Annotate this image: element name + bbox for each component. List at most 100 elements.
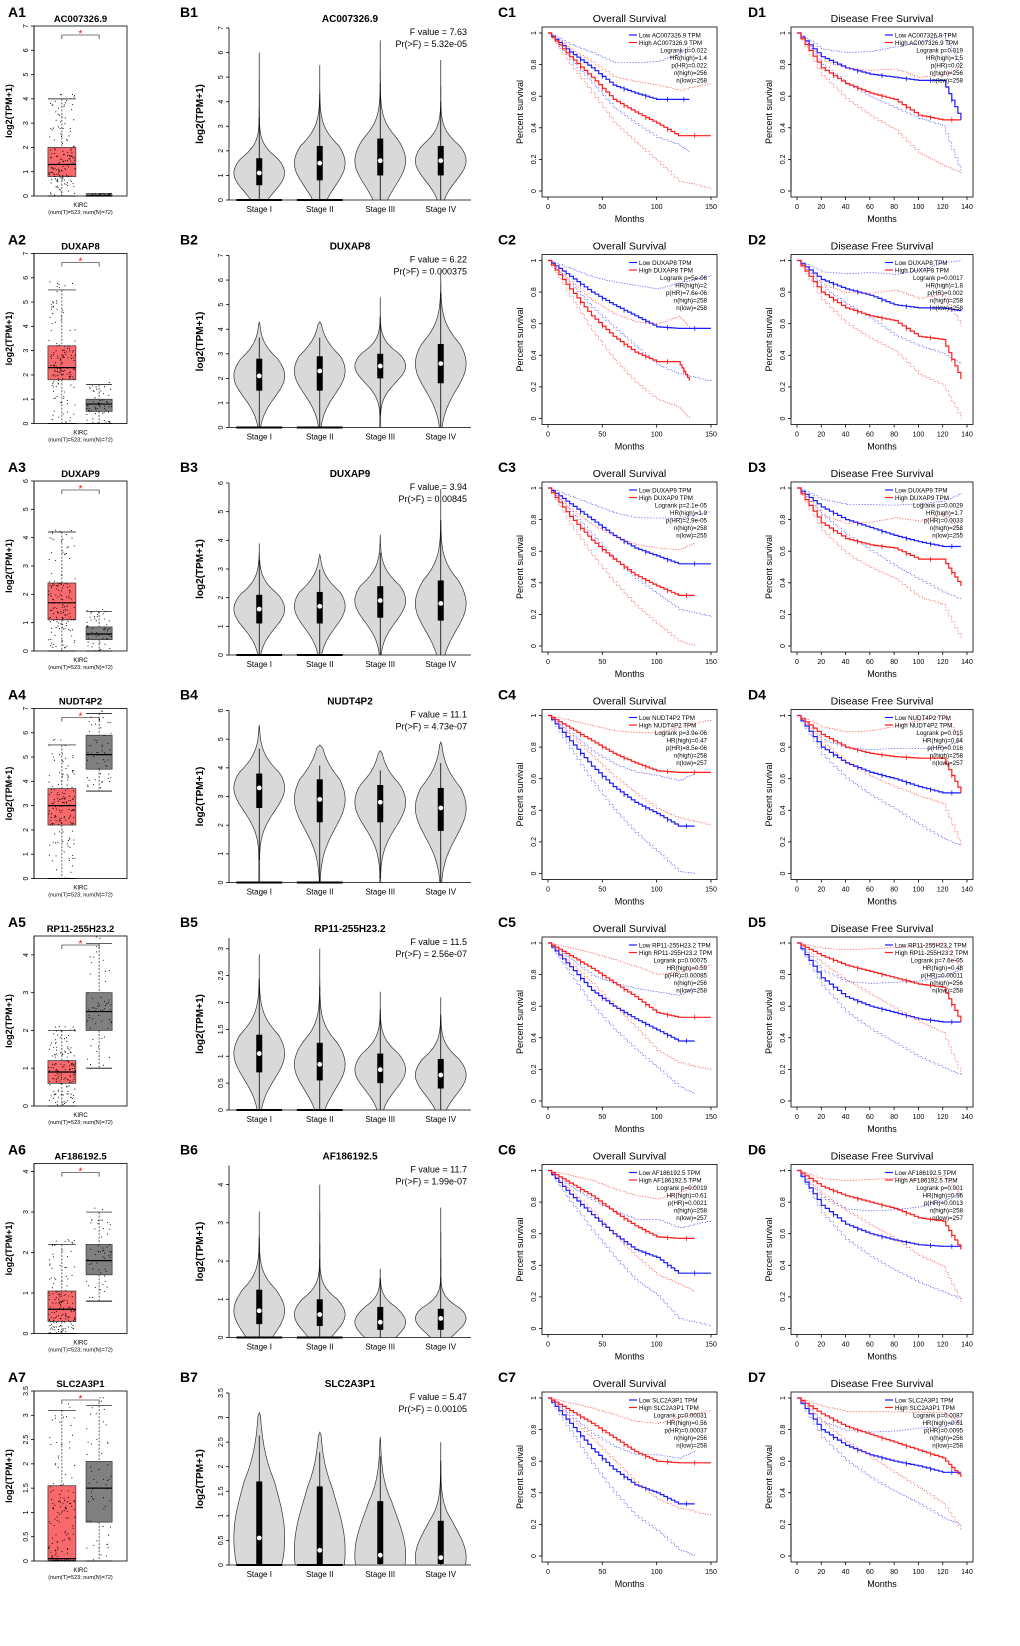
normal-point bbox=[99, 773, 102, 775]
os-x-tick-label: 150 bbox=[705, 204, 717, 211]
normal-point bbox=[92, 193, 94, 195]
os-stat-text: HR(high)=0.56 bbox=[667, 1420, 708, 1427]
tumor-point bbox=[49, 103, 52, 105]
tumor-point bbox=[64, 117, 66, 119]
tumor-point bbox=[50, 1327, 53, 1329]
tumor-point bbox=[70, 1064, 72, 1066]
tumor-point bbox=[52, 390, 55, 392]
tumor-point bbox=[62, 355, 64, 357]
tumor-point bbox=[59, 1307, 61, 1309]
tumor-point bbox=[50, 1486, 52, 1488]
panel-label: B4 bbox=[180, 687, 198, 703]
tumor-point bbox=[71, 1434, 74, 1436]
dfs-legend-label: High DUXAP8 TPM bbox=[895, 268, 949, 275]
tumor-point bbox=[69, 800, 71, 802]
tumor-point bbox=[52, 823, 54, 825]
tumor-point bbox=[70, 384, 72, 386]
tumor-point bbox=[73, 843, 75, 845]
box-y-tick-label: 2 bbox=[23, 1251, 30, 1255]
dfs-y-label: Percent survival bbox=[764, 80, 774, 144]
normal-point bbox=[91, 631, 93, 633]
tumor-point bbox=[58, 1560, 60, 1562]
tumor-point bbox=[67, 1302, 69, 1304]
tumor-point bbox=[71, 635, 73, 637]
normal-point bbox=[104, 193, 106, 195]
os-y-tick-label: 1 bbox=[531, 31, 538, 35]
tumor-point bbox=[55, 1534, 57, 1536]
os-stat-text: p(HR)=8.5e-06 bbox=[666, 745, 708, 752]
tumor-point bbox=[61, 159, 63, 161]
normal-point bbox=[89, 744, 91, 746]
tumor-point bbox=[69, 585, 71, 587]
violin-y-tick-label: 1.5 bbox=[218, 1486, 225, 1496]
normal-point bbox=[109, 1056, 111, 1059]
tumor-point bbox=[55, 321, 57, 323]
tumor-point bbox=[63, 1299, 65, 1301]
tumor-point bbox=[48, 1294, 50, 1296]
os-legend-label: Low DUXAP9 TPM bbox=[639, 488, 692, 495]
dfs-high-curve bbox=[797, 487, 962, 586]
tumor-point bbox=[68, 375, 70, 377]
tumor-point bbox=[68, 1049, 70, 1051]
dfs-high-ci-lower bbox=[797, 260, 962, 419]
panel-label: C6 bbox=[498, 1142, 516, 1158]
tumor-point bbox=[60, 590, 62, 592]
normal-point bbox=[87, 645, 89, 647]
tumor-point bbox=[49, 149, 51, 151]
normal-point bbox=[92, 784, 94, 786]
os-x-tick-label: 0 bbox=[546, 204, 550, 211]
dfs-x-tick-label: 80 bbox=[890, 1114, 898, 1121]
tumor-point bbox=[67, 775, 69, 777]
tumor-point bbox=[57, 355, 59, 357]
stage-tick-label: Stage III bbox=[365, 1570, 395, 1579]
dfs-legend-label: High NUDT4P2 TPM bbox=[895, 723, 952, 730]
tumor-point bbox=[74, 1318, 76, 1320]
tumor-point bbox=[59, 1304, 61, 1306]
tumor-point bbox=[57, 1512, 59, 1514]
normal-point bbox=[102, 1525, 104, 1528]
tumor-point bbox=[62, 773, 64, 775]
tumor-point bbox=[69, 1067, 71, 1070]
normal-point bbox=[95, 1413, 97, 1415]
normal-point bbox=[86, 414, 88, 416]
tumor-point bbox=[49, 1328, 51, 1330]
normal-point bbox=[88, 1285, 90, 1287]
tumor-point bbox=[54, 1063, 56, 1065]
tumor-point bbox=[63, 356, 65, 358]
normal-point bbox=[104, 643, 106, 645]
normal-point bbox=[91, 724, 93, 726]
tumor-point bbox=[66, 645, 68, 647]
tumor-point bbox=[60, 1296, 62, 1298]
tumor-point bbox=[64, 285, 66, 287]
tumor-point bbox=[62, 618, 64, 620]
tumor-point bbox=[69, 1306, 71, 1308]
dfs-y-tick-label: 1 bbox=[780, 941, 787, 945]
tumor-point bbox=[50, 819, 52, 822]
os-y-tick-label: 0.2 bbox=[531, 837, 538, 847]
normal-point bbox=[105, 764, 107, 767]
normal-point bbox=[100, 390, 102, 392]
tumor-point bbox=[55, 1075, 57, 1077]
tumor-point bbox=[69, 1441, 71, 1443]
tumor-point bbox=[63, 1066, 65, 1068]
normal-point bbox=[106, 401, 108, 403]
tumor-point bbox=[59, 1421, 61, 1423]
dfs-x-tick-label: 0 bbox=[795, 432, 799, 439]
tumor-point bbox=[56, 1049, 58, 1051]
tumor-point bbox=[61, 1314, 63, 1316]
tumor-point bbox=[53, 613, 55, 615]
tumor-point bbox=[63, 1101, 65, 1103]
tumor-point bbox=[62, 1301, 64, 1303]
panel-label: C5 bbox=[498, 914, 516, 930]
tumor-point bbox=[69, 128, 71, 130]
dfs-stat-text: Logrank p=0.0029 bbox=[913, 503, 964, 510]
tumor-point bbox=[67, 1079, 69, 1081]
tumor-point bbox=[54, 1554, 56, 1556]
tumor-point bbox=[60, 1559, 62, 1561]
normal-point bbox=[88, 721, 90, 723]
tumor-point bbox=[55, 1278, 57, 1280]
os-high-ci-lower bbox=[548, 260, 690, 419]
dfs-stat-text: n(high)=256 bbox=[930, 70, 964, 77]
tumor-point bbox=[64, 797, 66, 799]
normal-point bbox=[101, 746, 103, 748]
